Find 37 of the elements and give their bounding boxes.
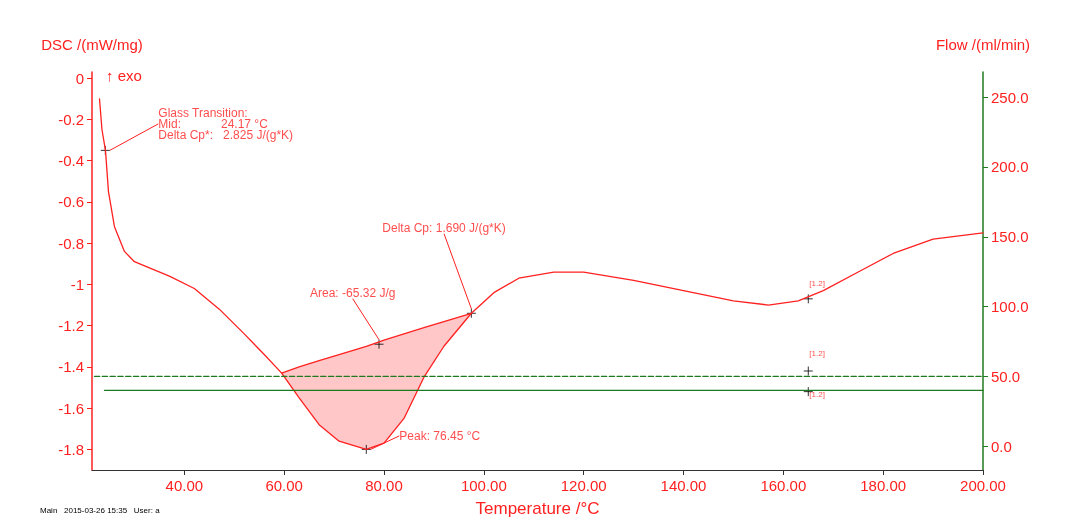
x-axis-title: Temperature /°C [475, 499, 600, 518]
y2-tick-label: 250.0 [991, 88, 1029, 106]
x-tick-label: 60.00 [265, 477, 303, 494]
y2-tick-label: 50.0 [991, 367, 1021, 385]
y2-axis-title: Flow /(ml/min) [935, 36, 1031, 53]
x-tick-label: 120.00 [560, 477, 607, 494]
y2-tick-label: 200.0 [991, 158, 1029, 176]
annotation: ↑ exo [106, 67, 142, 84]
x-tick-label: 160.00 [760, 477, 807, 494]
annotation: [1.2] [809, 389, 825, 399]
annotation: Peak: 76.45 °C [399, 428, 481, 443]
annotation: [1.2] [809, 278, 825, 288]
annotation: Delta Cp: 1.690 J/(g*K) [382, 220, 506, 235]
x-tick-label: 200.00 [960, 477, 1006, 494]
y2-tick-label: 150.0 [991, 228, 1029, 246]
x-tick-label: 40.00 [165, 477, 204, 494]
y-tick-label: -1.8 [58, 440, 84, 458]
text: Main 2015-03-26 15:35 User: a [40, 505, 161, 515]
y2-tick-label: 0.0 [991, 437, 1012, 455]
y-tick-label: -1.4 [58, 358, 84, 376]
y-tick-label: 0 [75, 69, 84, 87]
y-tick-label: -0.6 [58, 193, 84, 211]
y2-tick-label: 100.0 [991, 298, 1029, 316]
y-tick-label: -1.6 [58, 399, 84, 417]
x-tick-label: 80.00 [365, 477, 403, 494]
x-tick-label: 100.00 [460, 477, 507, 494]
x-tick-label: 140.00 [660, 477, 707, 494]
annotation: [1.2] [809, 349, 825, 359]
annotation: Glass Transition: Mid: 24.17 °C Delta Cp*: 2.825 J/(g*K) [158, 105, 294, 142]
x-tick-label: 180.00 [860, 477, 907, 494]
y-tick-label: -1 [70, 275, 84, 293]
y-tick-label: -0.2 [58, 110, 84, 128]
y-tick-label: -1.2 [58, 317, 84, 335]
y-tick-label: -0.8 [58, 234, 84, 252]
annotation: Area: -65.32 J/g [310, 285, 396, 300]
y-axis-title: DSC /(mW/mg) [41, 36, 143, 53]
y-tick-label: -0.4 [58, 152, 84, 170]
